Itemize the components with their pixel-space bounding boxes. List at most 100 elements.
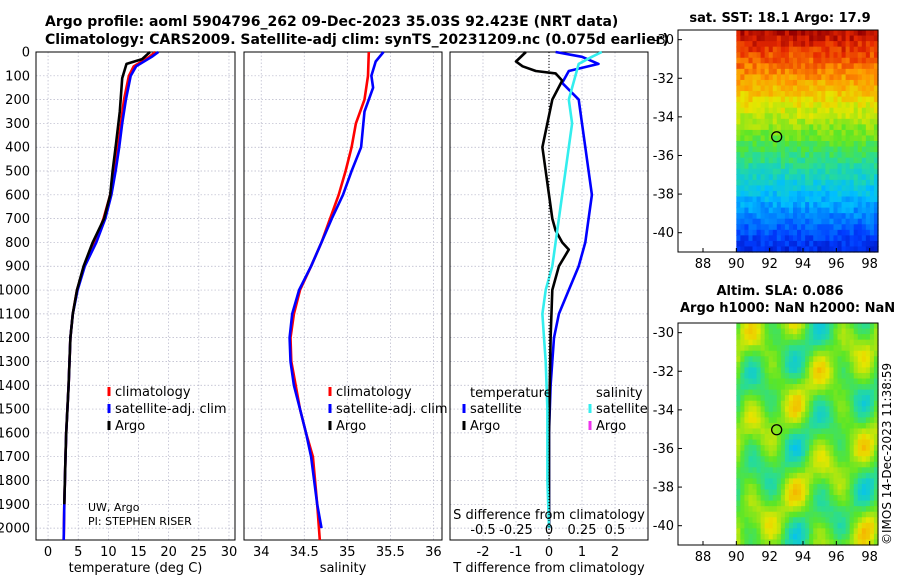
map-cell [740, 378, 746, 385]
map-cell [813, 334, 818, 341]
map-cell [736, 96, 741, 103]
map-cell [784, 378, 790, 385]
map-cell [764, 428, 770, 435]
map-cell [849, 406, 855, 413]
map-cell [756, 372, 762, 380]
y-tick-label: 0 [22, 46, 30, 61]
map-cell [801, 345, 806, 352]
map-cell [853, 135, 859, 142]
map-cell [780, 240, 786, 248]
map-cell [829, 224, 835, 231]
map-cell [841, 35, 847, 42]
map-cell [736, 323, 741, 330]
map-cell [845, 445, 851, 452]
map-cell [760, 240, 766, 248]
map-cell [805, 35, 810, 42]
map-cell [740, 522, 746, 529]
map-cell [853, 141, 859, 148]
map-cell [861, 235, 867, 242]
map-cell [788, 96, 794, 103]
map-cell [809, 174, 814, 181]
map-cell [853, 428, 859, 435]
map-cell [841, 495, 847, 502]
map-cell [825, 179, 831, 186]
map-cell [752, 124, 758, 131]
map-cell [841, 57, 847, 64]
map-cell [760, 467, 766, 474]
map-cell [744, 478, 750, 485]
map-cell [869, 533, 875, 541]
map-cell [865, 57, 871, 64]
map-cell [869, 146, 875, 153]
y-tick-label: 1900 [0, 498, 30, 513]
map-cell [861, 46, 867, 53]
map-cell [809, 96, 814, 103]
map-cell [797, 246, 802, 253]
map-cell [784, 361, 790, 368]
map-cell [857, 135, 863, 142]
map-cell [744, 168, 750, 175]
map-cell [788, 361, 794, 368]
map-cell [764, 152, 770, 159]
map-cell [748, 224, 754, 231]
map-cell [768, 129, 774, 137]
map-cell [813, 395, 818, 402]
map-cell [752, 102, 758, 109]
map-cell [793, 246, 798, 253]
map-cell [801, 417, 806, 424]
map-cell [825, 323, 831, 330]
map-cell [841, 235, 847, 242]
map-cell [776, 489, 782, 496]
map-cell [740, 350, 746, 357]
map-cell [869, 190, 875, 198]
map-cell [829, 511, 835, 518]
map-cell [829, 495, 835, 502]
map-cell [845, 196, 851, 203]
map-cell [772, 361, 778, 368]
map-cell [748, 124, 754, 131]
map-cell [772, 141, 778, 148]
map-cell [740, 224, 746, 231]
map-cell [845, 533, 851, 541]
map-cell [869, 74, 875, 81]
map-cell [760, 202, 766, 209]
map-cell [784, 339, 790, 346]
map-cell [768, 456, 774, 463]
map-cell [801, 207, 806, 214]
map-cell [740, 63, 746, 70]
map-cell [821, 52, 826, 59]
map-cell [817, 450, 822, 457]
map-cell [780, 179, 786, 186]
map-y-tick-label: -34 [653, 110, 674, 125]
map-cell [845, 63, 851, 70]
map-cell [784, 79, 790, 87]
map-cell [837, 190, 843, 198]
map-cell [825, 152, 831, 159]
map-cell [760, 422, 766, 430]
map-cell [760, 96, 766, 103]
map-cell [756, 328, 762, 335]
map-cell [740, 157, 746, 164]
map-cell [764, 323, 770, 330]
map-cell [817, 439, 822, 446]
map-cell [752, 472, 758, 479]
map-cell [784, 107, 790, 114]
map-cell [788, 152, 794, 159]
map-cell [869, 124, 875, 131]
map-cell [756, 522, 762, 529]
map-cell [857, 533, 863, 541]
map-cell [776, 141, 782, 148]
map-cell [801, 367, 806, 374]
map-cell [825, 439, 831, 446]
map-cell [784, 489, 790, 496]
map-cell [829, 533, 835, 541]
map-cell [752, 202, 758, 209]
map-cell [780, 406, 786, 413]
map-cell [793, 235, 798, 242]
map-cell [813, 339, 818, 346]
map-cell [813, 157, 818, 164]
map-cell [825, 450, 831, 457]
map-cell [873, 406, 879, 413]
map-cell [817, 240, 822, 248]
map-cell [829, 539, 835, 546]
